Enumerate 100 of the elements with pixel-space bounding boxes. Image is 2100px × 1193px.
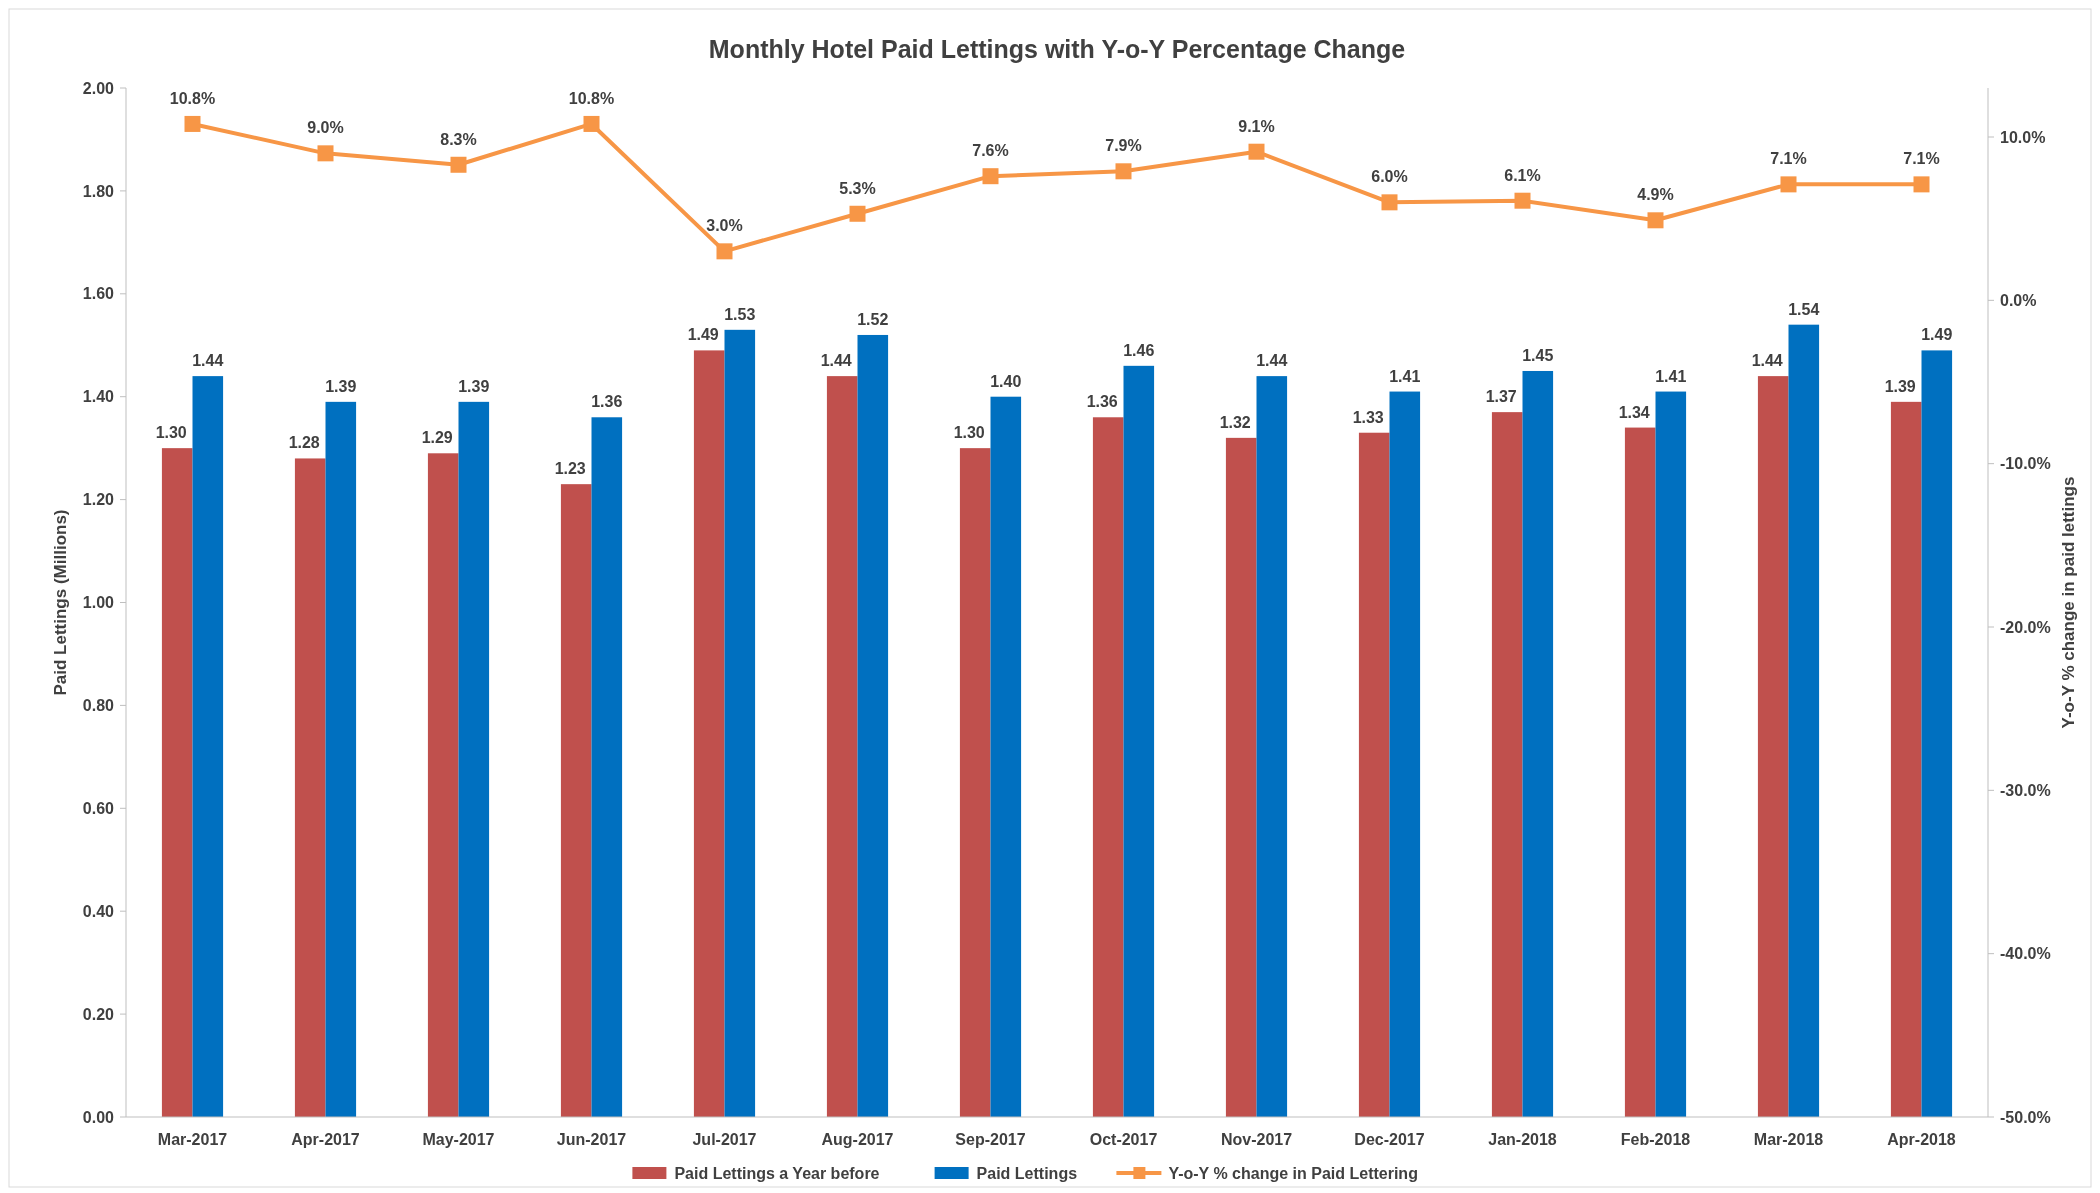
y-tick-label: 1.60 (82, 285, 115, 303)
legend-label: Paid Lettings (976, 1164, 1078, 1182)
data-label: 7.6% (972, 142, 1009, 160)
x-tick-label: May-2017 (422, 1131, 495, 1148)
legend-label: Paid Lettings a Year before (674, 1164, 880, 1182)
bar (1225, 437, 1257, 1117)
x-tick-label: Jun-2017 (556, 1131, 627, 1148)
bar (458, 401, 490, 1117)
data-label: 10.8% (169, 89, 216, 107)
y2-tick-label: 0.0% (2000, 291, 2037, 309)
bar (959, 448, 991, 1117)
data-label: 1.32 (1219, 413, 1251, 431)
bar (1788, 324, 1820, 1117)
bar (1491, 412, 1523, 1117)
bar (1256, 376, 1288, 1117)
point (450, 156, 467, 173)
point (317, 145, 334, 162)
bar (1655, 391, 1687, 1117)
data-label: 1.30 (155, 424, 187, 442)
y-tick-label: 0.00 (82, 1108, 115, 1126)
chart-title: Monthly Hotel Paid Lettings with Y-o-Y Percentage Change (708, 35, 1406, 63)
x-tick-label: Nov-2017 (1220, 1131, 1293, 1148)
bar (1522, 370, 1554, 1117)
bar (724, 329, 756, 1117)
data-label: 5.3% (839, 179, 876, 197)
x-tick-label: Mar-2017 (157, 1131, 228, 1148)
data-label: 1.44 (1256, 352, 1288, 370)
data-label: 1.53 (724, 305, 756, 323)
data-label: 1.49 (1921, 326, 1953, 344)
bar (1624, 427, 1656, 1117)
data-label: 8.3% (440, 130, 477, 148)
y2-tick-label: -40.0% (2000, 945, 2051, 963)
point (1780, 176, 1797, 193)
legend-label: Y-o-Y % change in Paid Lettering (1168, 1164, 1418, 1182)
x-tick-label: Jan-2018 (1488, 1131, 1557, 1148)
data-label: 1.36 (591, 393, 623, 411)
x-tick-label: Oct-2017 (1089, 1131, 1158, 1148)
data-label: 1.46 (1123, 341, 1155, 359)
point (1514, 192, 1531, 209)
bar (990, 396, 1022, 1117)
data-label: 7.9% (1105, 137, 1142, 155)
y-tick-label: 0.40 (82, 902, 115, 920)
data-label: 1.30 (953, 424, 985, 442)
data-label: 1.36 (1086, 393, 1118, 411)
y-tick-label: 1.80 (82, 182, 115, 200)
bar (1092, 417, 1124, 1117)
y-tick-label: 1.40 (82, 388, 115, 406)
y-tick-label: 2.00 (82, 79, 115, 97)
point (1647, 212, 1664, 229)
bar (1389, 391, 1421, 1117)
data-label: 1.44 (192, 352, 224, 370)
bar (161, 448, 193, 1117)
y2-tick-label: -30.0% (2000, 781, 2051, 799)
bar (1921, 350, 1953, 1117)
y2-tick-label: 10.0% (2000, 128, 2046, 146)
x-tick-label: Apr-2018 (1887, 1131, 1956, 1148)
data-label: 1.40 (990, 372, 1022, 390)
data-label: 1.45 (1522, 346, 1554, 364)
data-label: 10.8% (568, 89, 615, 107)
data-label: 1.54 (1788, 300, 1820, 318)
bar (560, 484, 592, 1117)
x-tick-label: Jul-2017 (692, 1131, 757, 1148)
y2-axis-title: Y-o-Y % change in paid lettings (2059, 476, 2078, 729)
data-label: 1.39 (458, 377, 490, 395)
y-tick-label: 0.80 (82, 697, 115, 714)
x-tick-label: Sep-2017 (955, 1131, 1026, 1148)
data-label: 1.29 (421, 429, 453, 447)
x-tick-label: Apr-2017 (291, 1131, 360, 1148)
point (716, 243, 733, 260)
y-tick-label: 1.00 (82, 594, 115, 612)
point (1115, 163, 1132, 180)
point (583, 115, 600, 132)
point (184, 115, 201, 132)
data-label: 1.39 (1884, 377, 1916, 395)
point (1248, 143, 1265, 160)
bar (325, 401, 357, 1117)
bar (857, 334, 889, 1117)
data-label: 1.49 (687, 326, 719, 344)
data-label: 3.0% (706, 217, 743, 235)
bar (427, 453, 459, 1117)
point (849, 205, 866, 222)
point (982, 168, 999, 185)
data-label: 1.44 (820, 352, 852, 370)
data-label: 1.39 (325, 377, 357, 395)
data-label: 1.28 (288, 434, 320, 452)
y-tick-label: 0.20 (82, 1005, 115, 1023)
data-label: 1.44 (1751, 352, 1783, 370)
data-label: 7.1% (1770, 150, 1807, 168)
bar (591, 417, 623, 1117)
data-label: 7.1% (1903, 150, 1940, 168)
x-tick-label: Aug-2017 (821, 1131, 894, 1148)
bar (192, 376, 224, 1117)
x-tick-label: Dec-2017 (1354, 1131, 1425, 1148)
data-label: 1.23 (554, 460, 586, 478)
data-label: 6.0% (1371, 168, 1408, 186)
bar (693, 350, 725, 1117)
data-label: 1.41 (1655, 367, 1687, 385)
y2-tick-label: -50.0% (2000, 1108, 2051, 1126)
y2-tick-label: -10.0% (2000, 455, 2051, 473)
data-label: 1.33 (1352, 408, 1384, 426)
